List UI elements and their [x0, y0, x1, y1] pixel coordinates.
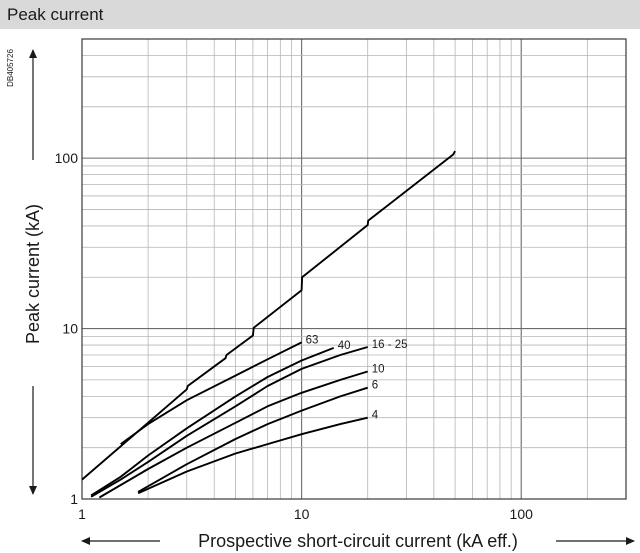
x-tick-label: 100 [510, 506, 534, 522]
document-id: DB405726 [6, 49, 15, 87]
series-line-envelope [81, 150, 456, 481]
series-lines [81, 150, 456, 499]
series-line-10 [98, 370, 368, 499]
x-tick-label: 1 [78, 506, 86, 522]
series-line-63 [120, 341, 303, 445]
chart-title: Peak current [7, 5, 104, 24]
y-tick-label: 1 [70, 491, 78, 507]
series-line-16-25 [90, 346, 368, 498]
series-label: 16 - 25 [372, 339, 408, 351]
header-bar: Peak current [0, 0, 640, 29]
series-label: 10 [372, 363, 385, 375]
plot-frame [81, 38, 627, 500]
series-line-4 [137, 416, 368, 495]
x-tick-label: 10 [294, 506, 310, 522]
series-label: 6 [372, 380, 378, 392]
series-line-6 [137, 386, 368, 493]
y-tick-label: 10 [62, 321, 78, 337]
tick-labels: 1 10 100 1 10 100 [55, 150, 533, 522]
series-label: 63 [306, 334, 319, 346]
series-label: 4 [372, 410, 379, 422]
series-labels: 63 40 16 - 25 10 6 4 [306, 334, 408, 421]
y-tick-label: 100 [55, 150, 79, 166]
y-axis-label: Peak current (kA) [23, 204, 43, 344]
x-axis-label: Prospective short-circuit current (kA ef… [198, 531, 518, 551]
series-line-40 [90, 347, 335, 497]
grid [82, 39, 626, 499]
series-label: 40 [338, 340, 351, 352]
